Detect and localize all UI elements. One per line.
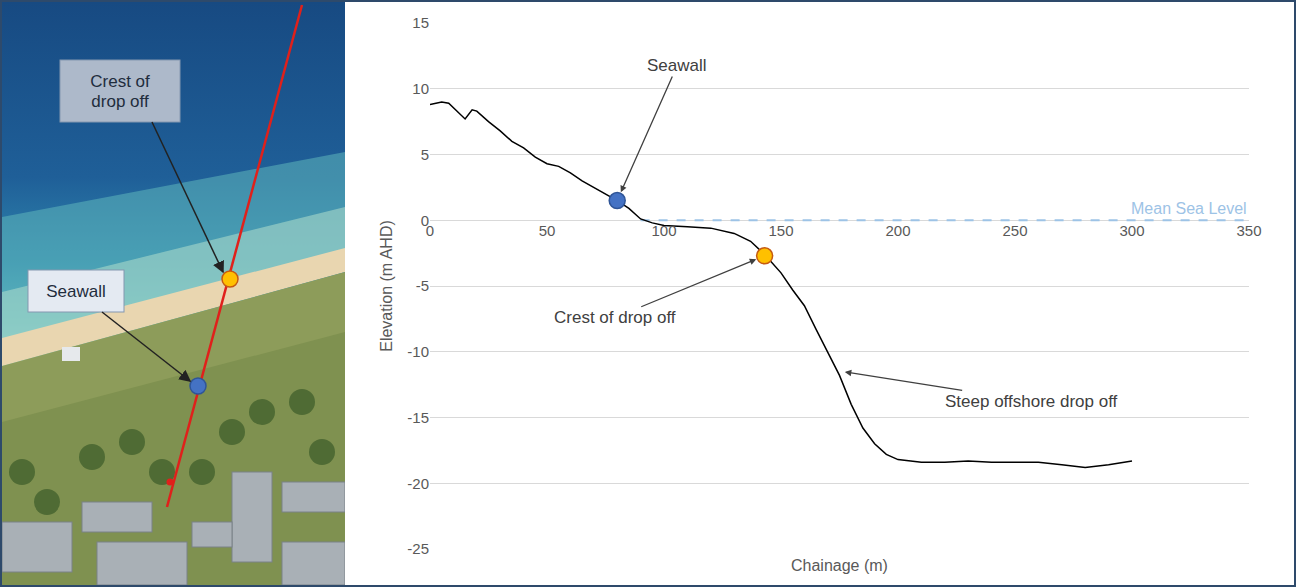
svg-text:Chainage (m): Chainage (m) [791, 557, 888, 574]
svg-text:200: 200 [885, 222, 910, 239]
svg-text:50: 50 [539, 222, 556, 239]
svg-text:-5: -5 [416, 277, 429, 294]
svg-text:350: 350 [1236, 222, 1261, 239]
svg-text:Seawall: Seawall [46, 282, 106, 301]
svg-text:300: 300 [1119, 222, 1144, 239]
svg-text:0: 0 [426, 222, 434, 239]
svg-text:Mean Sea Level: Mean Sea Level [1131, 200, 1247, 217]
svg-text:Steep offshore drop off: Steep offshore drop off [945, 392, 1118, 411]
svg-text:Elevation (m AHD): Elevation (m AHD) [378, 220, 395, 352]
svg-text:250: 250 [1002, 222, 1027, 239]
svg-text:-25: -25 [407, 540, 429, 557]
svg-text:Seawall: Seawall [647, 56, 707, 75]
svg-text:-10: -10 [407, 343, 429, 360]
svg-text:-15: -15 [407, 409, 429, 426]
svg-text:5: 5 [421, 146, 429, 163]
svg-text:-20: -20 [407, 475, 429, 492]
svg-text:10: 10 [412, 80, 429, 97]
svg-text:150: 150 [768, 222, 793, 239]
svg-text:100: 100 [651, 222, 676, 239]
svg-text:0: 0 [421, 212, 429, 229]
svg-text:15: 15 [412, 14, 429, 31]
svg-text:Crest ofdrop off: Crest ofdrop off [90, 72, 150, 111]
svg-text:Crest of drop off: Crest of drop off [554, 308, 676, 327]
